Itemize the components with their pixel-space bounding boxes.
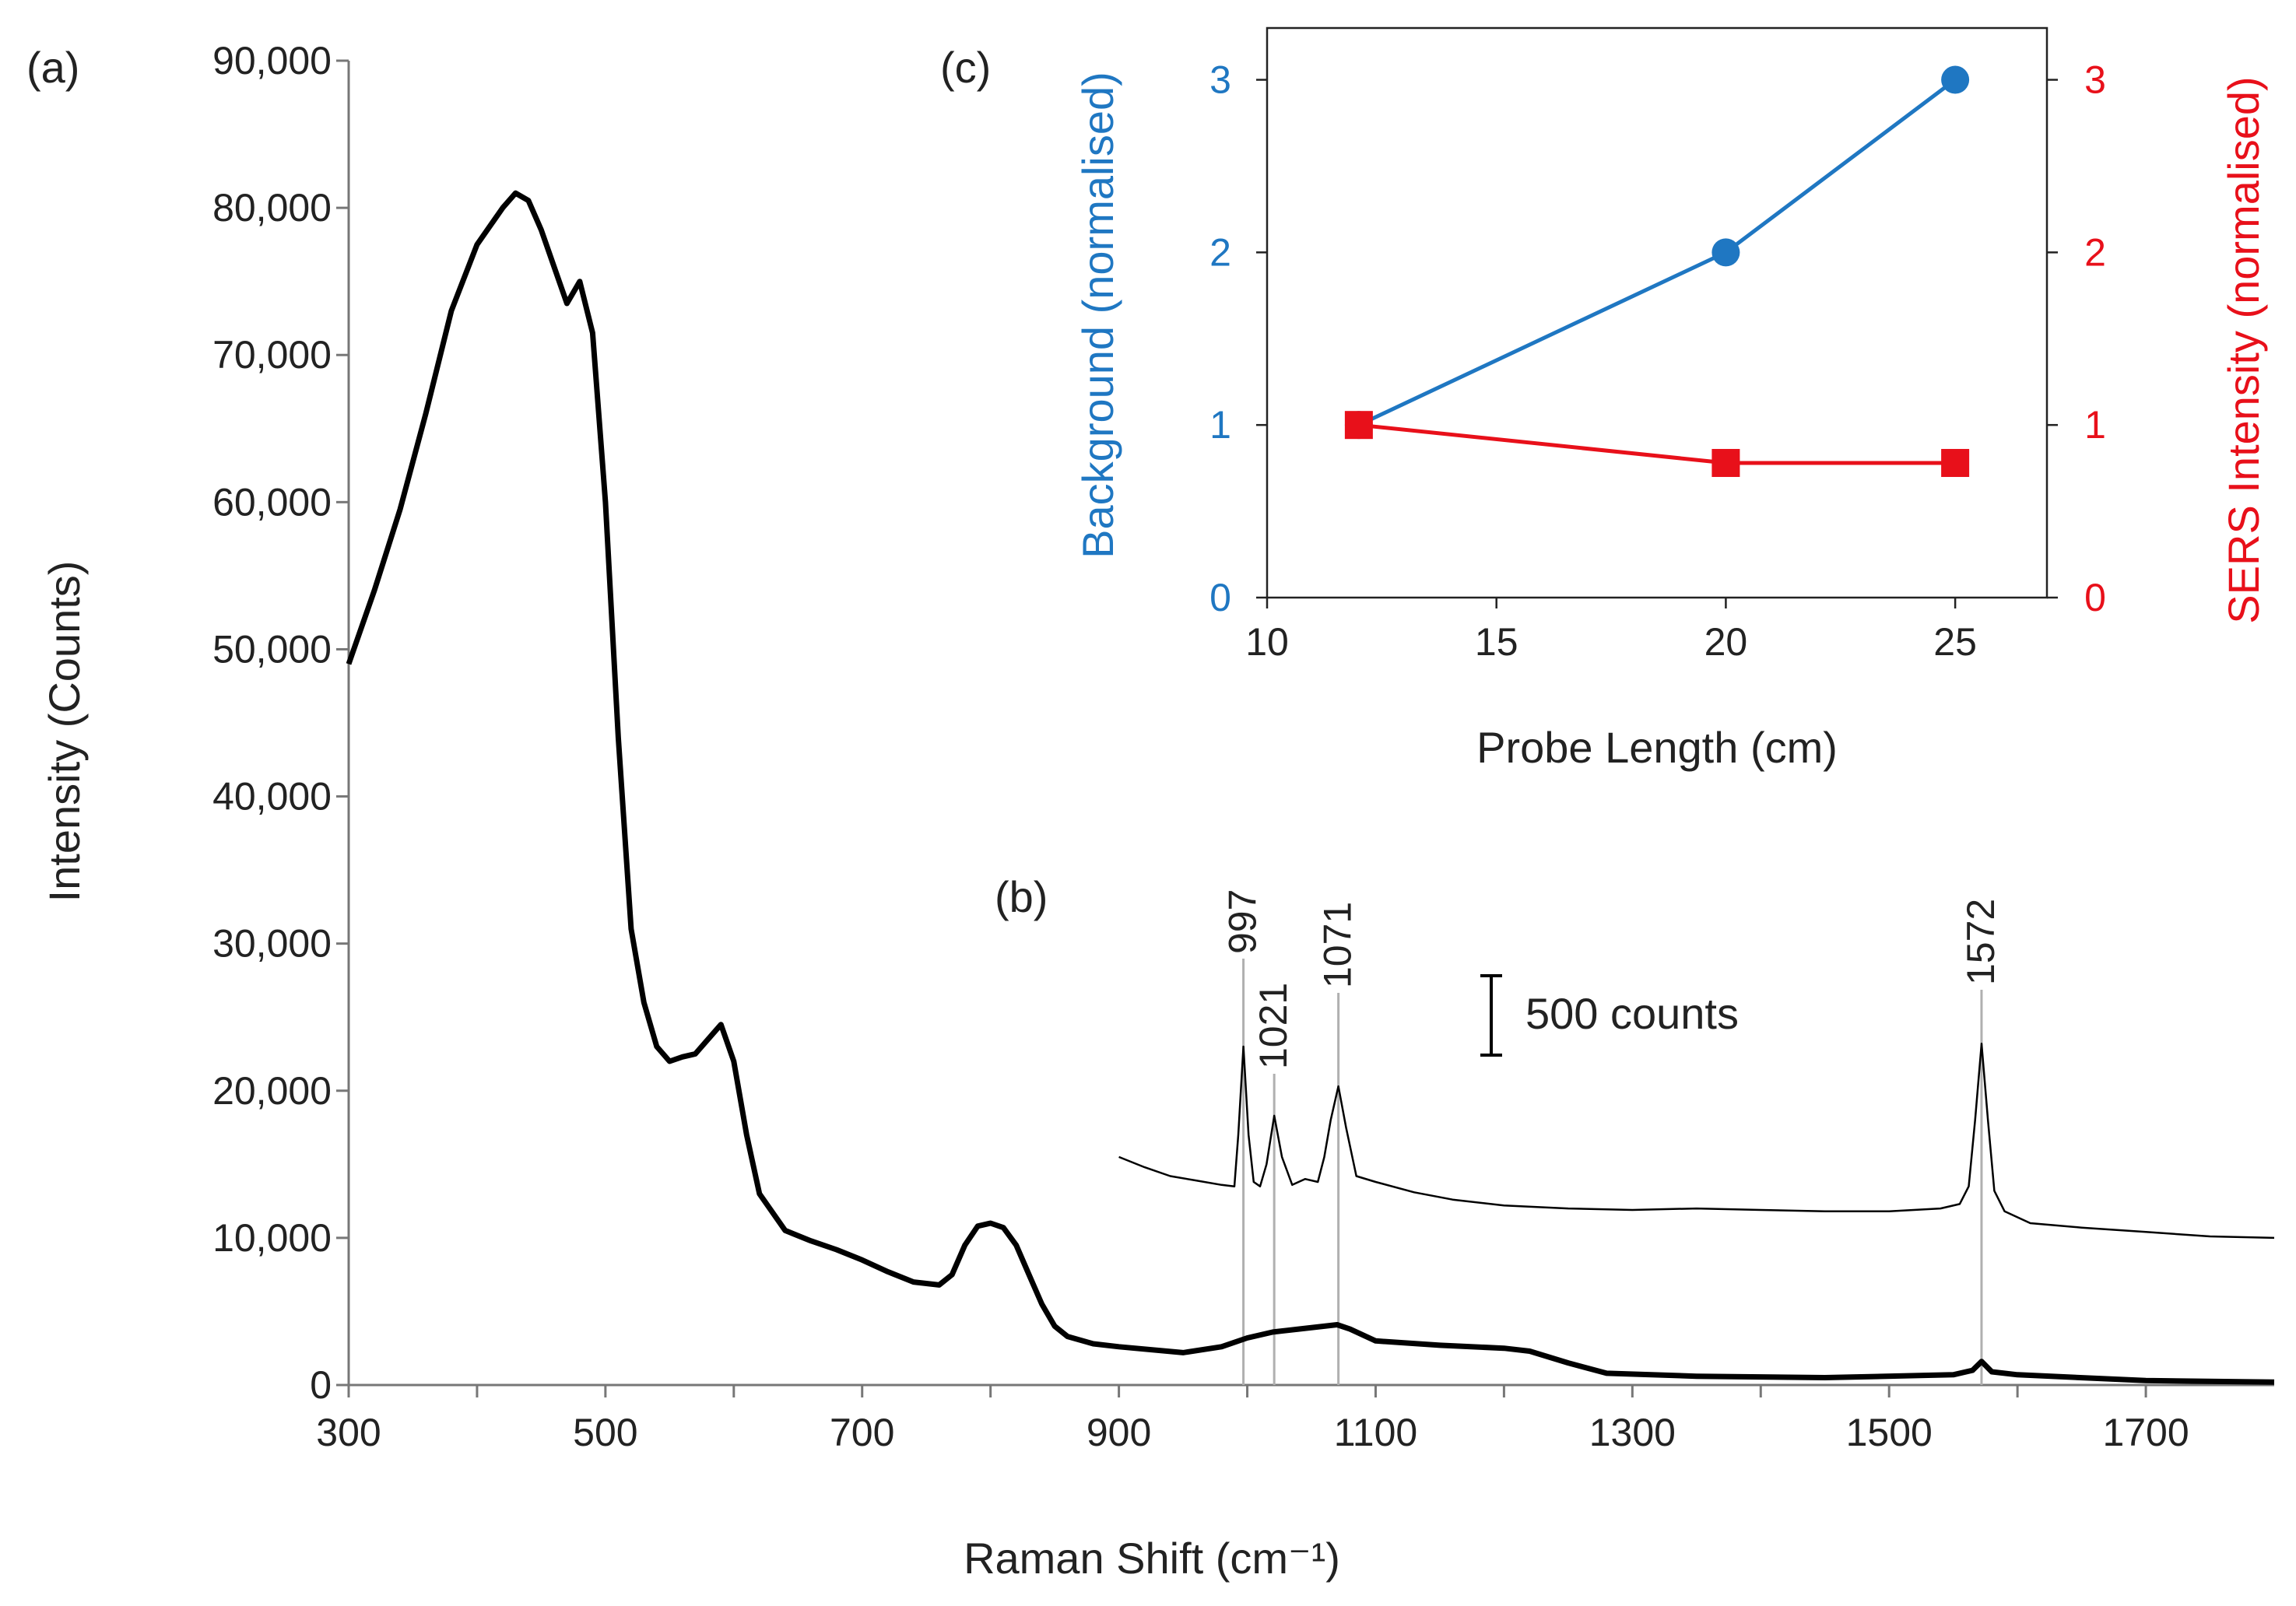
inset-x-axis-title: Probe Length (cm) [1476, 723, 1838, 772]
inset-left-y-tick-label: 2 [1209, 230, 1231, 274]
inset-x-tick-label: 20 [1704, 620, 1748, 664]
main-x-tick-label: 1700 [2102, 1411, 2189, 1454]
inset-left-y-tick-label: 1 [1209, 403, 1231, 447]
peak-label: 1572 [1959, 899, 2003, 985]
inset-right-y-axis-title: SERS Intensity (normalised) [2219, 76, 2268, 623]
inset-right-y-tick-label: 3 [2084, 58, 2106, 102]
main-y-axis-title: Intensity (Counts) [40, 561, 89, 903]
inset-right-y-tick-label: 1 [2084, 403, 2106, 447]
inset-sers-intensity-point [1711, 448, 1740, 477]
panel-b-label: (b) [995, 872, 1048, 921]
main-plot: 300 500 700 900 1100 1300 1500 1700 010,00020,0… [26, 39, 2275, 1583]
main-y-tick-label: 0 [310, 1363, 332, 1407]
main-y-tick-label: 50,000 [212, 627, 332, 671]
main-y-tick-label: 20,000 [212, 1069, 332, 1113]
main-axes [347, 61, 2274, 1387]
main-x-tick-label: 300 [316, 1411, 381, 1454]
inset-x-tick-label: 25 [1933, 620, 1977, 664]
main-y-tick-label: 30,000 [212, 922, 332, 966]
inset-background-point [1941, 65, 1970, 94]
inset-sers-intensity-point [1941, 448, 1970, 477]
main-x-tick-label: 1100 [1334, 1411, 1418, 1454]
main-y-tick-label: 10,000 [212, 1216, 332, 1260]
main-y-ticks: 0 10,000 20,000 30,000 40,000 50,000 60,000 70,… [212, 39, 349, 1407]
main-x-tick-label: 900 [1087, 1411, 1151, 1454]
inset-x-tick-label: 10 [1245, 620, 1289, 664]
peak-label: 997 [1221, 889, 1265, 954]
panel-c-label: (c) [940, 43, 991, 92]
peak-label: 1021 [1252, 983, 1295, 1069]
series-a-raw-spectrum-line [346, 190, 2275, 1385]
inset-background-point [1711, 238, 1740, 267]
main-x-tick-label: 700 [830, 1411, 894, 1454]
inset-x-tick-label: 15 [1475, 620, 1518, 664]
main-x-tick-label: 1300 [1589, 1411, 1676, 1454]
peak-label: 1071 [1316, 902, 1360, 988]
inset-right-y-tick-label: 0 [2084, 576, 2106, 619]
inset-y-ticks-left: 0 1 2 3 [1209, 58, 1267, 619]
scale-bar-label: 500 counts [1525, 989, 1739, 1038]
peak-labels: 997 1021 1071 1572 [1221, 889, 2003, 1069]
inset-y-ticks-right: 0 1 2 3 [2047, 58, 2106, 619]
main-y-tick-label: 80,000 [212, 186, 332, 230]
inset-left-y-tick-label: 0 [1209, 576, 1231, 619]
main-x-tick-label: 500 [573, 1411, 637, 1454]
main-x-tick-label: 1500 [1846, 1411, 1933, 1454]
main-y-tick-label: 60,000 [212, 480, 332, 524]
main-x-ticks: 300 500 700 900 1100 1300 1500 1700 [316, 1385, 2189, 1454]
main-x-axis-title: Raman Shift (cm⁻¹) [964, 1534, 1340, 1583]
inset-left-y-tick-label: 3 [1209, 58, 1231, 102]
scale-bar: 500 counts [1480, 974, 1739, 1057]
main-y-tick-label: 40,000 [212, 775, 332, 819]
inset-plot: 10 15 20 25 0 1 2 3 0 1 2 3 (c) Probe Length (cm)… [940, 26, 2268, 772]
main-y-tick-label: 70,000 [212, 333, 332, 377]
series-b-sers-spectrum-line [1118, 1043, 2275, 1240]
inset-left-y-axis-title: Background (normalised) [1073, 72, 1122, 559]
inset-right-y-tick-label: 2 [2084, 230, 2106, 274]
inset-series [1344, 65, 1970, 477]
main-y-tick-label: 90,000 [212, 39, 332, 82]
inset-frame [1266, 26, 2048, 599]
inset-x-ticks: 10 15 20 25 [1245, 598, 1977, 664]
inset-sers-intensity-point [1344, 411, 1373, 440]
panel-a-label: (a) [26, 43, 79, 92]
